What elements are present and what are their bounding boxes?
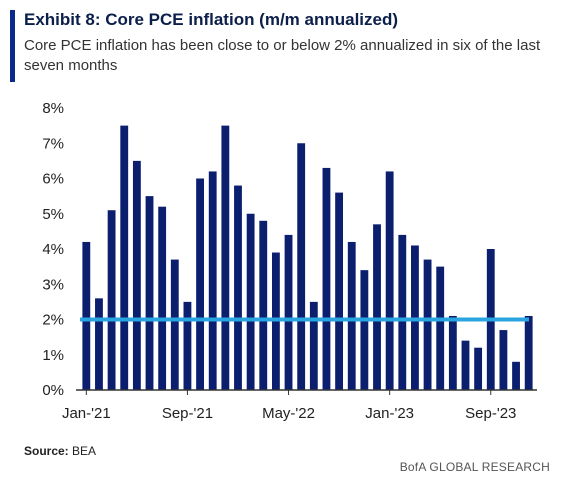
bar	[246, 213, 255, 390]
x-axis-ticks	[85, 390, 492, 395]
bar	[145, 196, 154, 390]
bar	[259, 220, 268, 390]
x-tick-label: Sep-'23	[465, 405, 516, 422]
bar	[512, 361, 520, 390]
bar	[170, 259, 179, 390]
x-tick-label: May-'22	[262, 405, 315, 422]
bar	[322, 167, 331, 390]
y-tick-label: 0%	[42, 382, 64, 399]
y-tick-label: 5%	[42, 206, 64, 223]
bar	[461, 340, 470, 390]
x-tick-label: Jan-'23	[365, 405, 414, 422]
bar	[158, 206, 167, 390]
y-tick-label: 7%	[42, 135, 64, 152]
y-tick-label: 3%	[42, 276, 64, 293]
bar	[309, 301, 318, 390]
y-tick-label: 8%	[42, 100, 64, 117]
x-axis-labels: Jan-'21 Sep-'21 May-'22 Jan-'23 Sep-'23	[62, 405, 516, 422]
bar	[373, 224, 381, 390]
bars	[82, 125, 533, 390]
chart-title: Exhibit 8: Core PCE inflation (m/m annua…	[24, 10, 399, 29]
bar	[499, 330, 508, 390]
bar	[221, 125, 230, 390]
y-tick-label: 6%	[42, 171, 64, 188]
bar	[448, 315, 457, 390]
bar	[398, 234, 407, 390]
y-axis-labels: 0% 1% 2% 3% 4% 5% 6% 7% 8%	[42, 100, 64, 399]
bar	[107, 210, 116, 390]
bar	[183, 301, 192, 390]
bar	[385, 171, 394, 390]
bar	[196, 178, 204, 390]
source-value: BEA	[72, 444, 97, 458]
bar	[95, 298, 103, 390]
y-tick-label: 4%	[42, 241, 64, 258]
bar	[474, 347, 483, 390]
bar	[284, 234, 293, 390]
bar	[347, 241, 356, 390]
x-tick-label: Sep-'21	[162, 405, 213, 422]
bar-chart: 0% 1% 2% 3% 4% 5% 6% 7% 8% Jan-'21 Sep-'21 May-'22…	[42, 100, 537, 422]
bar	[208, 171, 217, 390]
source-note: Source: BEA	[24, 444, 96, 458]
bar	[132, 160, 141, 390]
y-tick-label: 2%	[42, 312, 64, 329]
source-label: Source:	[24, 444, 69, 458]
y-tick-label: 1%	[42, 347, 64, 364]
title-accent-bar	[10, 10, 15, 82]
bar	[423, 259, 432, 390]
chart-subtitle: Core PCE inflation has been close to or …	[24, 37, 541, 74]
bar	[297, 143, 306, 390]
x-tick-label: Jan-'21	[62, 405, 111, 422]
bar	[335, 192, 344, 390]
bar	[360, 270, 369, 390]
bar	[234, 185, 242, 390]
bar	[436, 266, 445, 390]
brand-label: BofA GLOBAL RESEARCH	[399, 460, 550, 474]
bar	[120, 125, 129, 390]
bar	[82, 241, 91, 390]
bar	[524, 315, 533, 390]
